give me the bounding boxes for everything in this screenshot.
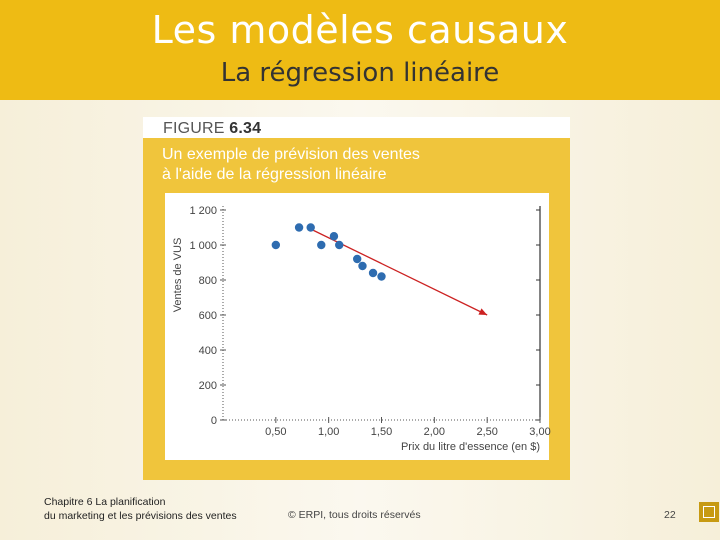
y-tick-label: 0	[211, 415, 217, 427]
x-tick-label: 1,00	[318, 426, 339, 438]
data-point	[352, 254, 362, 264]
y-tick-label: 400	[199, 345, 217, 357]
publisher-logo-icon	[699, 502, 719, 522]
data-point	[317, 240, 326, 250]
x-axis-label: Prix du litre d'essence (en $)	[401, 441, 540, 453]
y-tick-label: 200	[199, 380, 217, 392]
logo-frame	[703, 506, 715, 518]
data-point	[368, 268, 378, 278]
figure-caption: Un exemple de prévision des ventes à l'a…	[162, 145, 562, 185]
data-point	[271, 240, 281, 250]
regression-arrowhead	[478, 308, 488, 315]
x-tick-label: 0,50	[265, 426, 286, 438]
figure-label: FIGURE 6.34	[163, 120, 261, 138]
plot-area	[165, 193, 549, 460]
x-tick-label: 2,00	[424, 426, 445, 438]
x-tick-label: 2,50	[476, 426, 497, 438]
figure-caption-line-2: à l'aide de la régression linéaire	[162, 166, 387, 183]
figure-label-prefix: FIGURE	[163, 120, 230, 137]
y-tick-label: 1 000	[189, 240, 217, 252]
slide-subtitle: La régression linéaire	[220, 58, 500, 88]
footer-chapter-line-2: du marketing et les prévisions des vente…	[44, 510, 237, 522]
page-number: 22	[664, 509, 676, 521]
data-point	[306, 223, 315, 232]
data-point	[329, 232, 339, 241]
regression-line	[307, 226, 488, 316]
x-tick-label: 1,50	[371, 426, 392, 438]
y-tick-label: 600	[199, 310, 217, 322]
y-tick-label: 800	[199, 275, 217, 287]
figure-caption-line-1: Un exemple de prévision des ventes	[162, 146, 420, 163]
figure-number: 6.34	[229, 120, 262, 137]
footer-chapter-line-1: Chapitre 6 La planification	[44, 496, 166, 508]
data-point	[294, 223, 304, 232]
footer-copyright: © ERPI, tous droits réservés	[288, 509, 421, 521]
y-tick-label: 1 200	[189, 205, 217, 217]
slide-title: Les modèles causaux	[151, 8, 569, 52]
data-point	[377, 272, 386, 281]
footer-chapter: Chapitre 6 La planification du marketing…	[44, 495, 237, 523]
x-tick-label: 3,00	[529, 426, 550, 438]
y-axis-label: Ventes de VUS	[172, 238, 184, 313]
data-point	[335, 240, 344, 250]
data-point	[358, 261, 367, 271]
title-banner	[0, 0, 720, 100]
